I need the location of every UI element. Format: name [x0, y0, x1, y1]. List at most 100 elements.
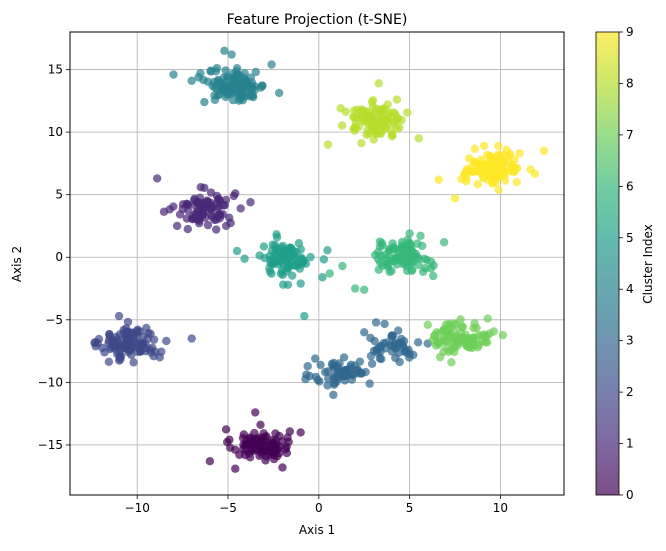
colorbar-tick-label: 8	[626, 76, 634, 90]
scatter-point	[485, 329, 494, 338]
grid-lines	[70, 32, 564, 495]
scatter-point	[341, 372, 350, 381]
scatter-point	[434, 175, 443, 184]
scatter-point	[444, 320, 453, 329]
scatter-point	[539, 146, 549, 156]
scatter-point	[274, 88, 284, 98]
scatter-point	[413, 338, 423, 347]
scatter-point	[138, 340, 148, 349]
scatter-point	[373, 248, 383, 257]
scatter-point	[221, 221, 231, 231]
y-tick-label: 5	[55, 188, 63, 202]
scatter-point	[397, 241, 407, 250]
scatter-point	[232, 246, 242, 256]
scatter-point	[259, 242, 269, 251]
scatter-point	[220, 46, 229, 55]
scatter-point	[498, 330, 508, 340]
scatter-point	[119, 325, 128, 335]
scatter-point	[407, 246, 416, 256]
scatter-point	[266, 258, 275, 268]
scatter-point	[236, 204, 245, 213]
scatter-point	[376, 112, 385, 121]
scatter-point	[286, 251, 295, 260]
scatter-point	[123, 317, 133, 327]
scatter-point	[364, 129, 373, 138]
scatter-point	[91, 338, 100, 347]
scatter-point	[360, 285, 369, 294]
scatter-point	[450, 327, 459, 336]
scatter-point	[152, 174, 162, 183]
scatter-point	[376, 341, 385, 351]
scatter-point	[394, 248, 403, 258]
scatter-point	[129, 358, 138, 367]
y-tick-label: 15	[48, 63, 63, 77]
scatter-point	[271, 446, 281, 455]
scatter-point	[367, 97, 377, 107]
scatter-point	[401, 348, 410, 357]
scatter-point	[339, 353, 349, 362]
scatter-point	[376, 105, 386, 114]
scatter-point	[275, 431, 284, 441]
scatter-point	[105, 330, 114, 339]
colorbar	[595, 31, 620, 496]
scatter-point	[316, 360, 325, 370]
scatter-point	[258, 81, 267, 91]
scatter-point	[282, 448, 292, 458]
scatter-point	[305, 371, 314, 381]
colorbar-ticks: 0 1 2 3 4 5 6 7 8 9	[619, 25, 634, 502]
y-axis-label: Axis 2	[10, 246, 24, 282]
x-axis-ticks: −10 −5 0 5 10	[125, 495, 508, 515]
scatter-point	[480, 168, 489, 177]
scatter-point	[479, 141, 489, 151]
scatter-point	[369, 135, 378, 144]
scatter-point	[394, 348, 403, 358]
y-tick-label: 0	[55, 250, 63, 264]
scatter-point	[246, 198, 255, 207]
scatter-point	[159, 207, 169, 216]
y-axis-ticks: −15 −10 −5 0 5 10 15	[38, 63, 70, 452]
scatter-point	[148, 343, 157, 352]
scatter-point	[477, 331, 486, 340]
scatter-point	[247, 85, 256, 94]
scatter-point	[360, 117, 369, 126]
scatter-point	[265, 251, 274, 261]
scatter-point	[392, 124, 402, 133]
scatter-point	[324, 374, 333, 383]
x-tick-label: −10	[125, 501, 150, 515]
scatter-point	[413, 239, 422, 248]
scatter-point	[272, 233, 282, 242]
scatter-point	[494, 141, 503, 151]
scatter-point	[225, 213, 234, 222]
scatter-point	[367, 359, 377, 368]
scatter-point	[256, 420, 265, 429]
x-tick-label: 10	[493, 501, 508, 515]
scatter-point	[240, 254, 249, 263]
scatter-point	[481, 337, 490, 347]
scatter-point	[255, 438, 264, 447]
scatter-point	[403, 266, 412, 275]
scatter-point	[187, 334, 196, 343]
scatter-point	[423, 320, 432, 330]
scatter-point	[207, 212, 217, 221]
scatter-point	[394, 326, 403, 335]
scatter-point	[162, 336, 171, 346]
scatter-point	[483, 314, 492, 323]
scatter-point	[355, 357, 365, 366]
scatter-point	[338, 261, 347, 271]
scatter-point	[482, 150, 492, 160]
scatter-point	[195, 216, 204, 225]
scatter-point	[203, 220, 213, 230]
scatter-point	[325, 269, 334, 278]
scatter-point	[332, 377, 341, 386]
scatter-point	[221, 195, 231, 205]
scatter-point	[248, 92, 258, 102]
scatter-point	[242, 436, 252, 445]
scatter-point	[383, 262, 393, 272]
scatter-point	[370, 336, 379, 346]
scatter-point	[222, 90, 232, 99]
scatter-point	[251, 408, 260, 417]
scatter-point	[178, 200, 188, 209]
colorbar-tick-label: 9	[626, 25, 634, 39]
scatter-point	[403, 108, 412, 117]
